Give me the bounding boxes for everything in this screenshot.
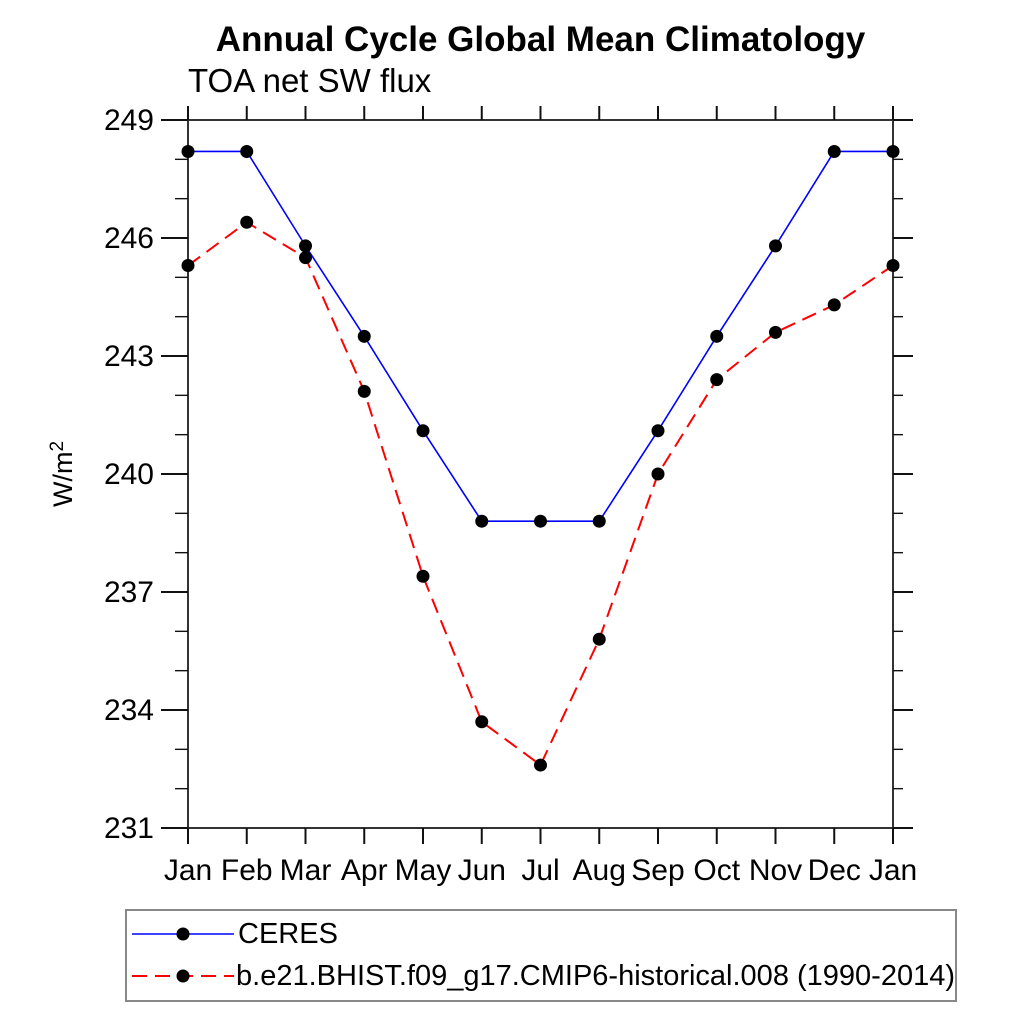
legend-label-model: b.e21.BHIST.f09_g17.CMIP6-historical.008… [236,959,955,992]
ceres-line-sample [132,927,234,941]
x-tick-label: Jan [164,854,212,887]
y-tick-label: 246 [104,222,154,255]
x-tick-label: Apr [341,854,388,887]
x-tick-label: Jul [521,854,559,887]
legend-marker-dot [176,969,190,983]
legend: CERES b.e21.BHIST.f09_g17.CMIP6-historic… [125,909,957,1002]
x-tick-label: Jan [869,854,917,887]
x-tick-label: Nov [749,854,802,887]
y-tick-label: 249 [104,104,154,137]
y-axis: 231 234 237 240 243 246 249 [104,104,913,845]
x-tick-label: Sep [631,854,684,887]
y-tick-label: 243 [104,340,154,373]
legend-item-ceres: CERES [130,913,955,955]
x-tick-label: Mar [280,854,332,887]
series-line-model [187,221,894,767]
x-tick-label: Jun [458,854,506,887]
x-tick-label: Dec [808,854,861,887]
series-markers-model [181,215,900,772]
series-line-ceres [188,150,893,523]
y-tick-label: 237 [104,576,154,609]
y-tick-label: 234 [104,694,154,727]
x-tick-label: Aug [573,854,626,887]
x-tick-label: Oct [693,854,740,887]
y-axis-title: W/m2 [47,441,78,507]
x-axis: Jan Feb Mar Apr May Jun Jul Aug Sep Oct Nov Dec Jan [164,106,917,887]
legend-item-model: b.e21.BHIST.f09_g17.CMIP6-historical.008… [130,955,955,997]
x-tick-label: May [395,854,452,887]
y-tick-label: 240 [104,458,154,491]
legend-label-ceres: CERES [238,917,338,950]
chart-title: Annual Cycle Global Mean Climatology [215,20,866,59]
y-tick-label: 231 [104,812,154,845]
series-markers-ceres [181,144,900,528]
model-line-sample [132,969,234,983]
x-tick-label: Feb [221,854,273,887]
legend-marker-dot [176,927,190,941]
chart-subtitle: TOA net SW flux [188,62,432,99]
